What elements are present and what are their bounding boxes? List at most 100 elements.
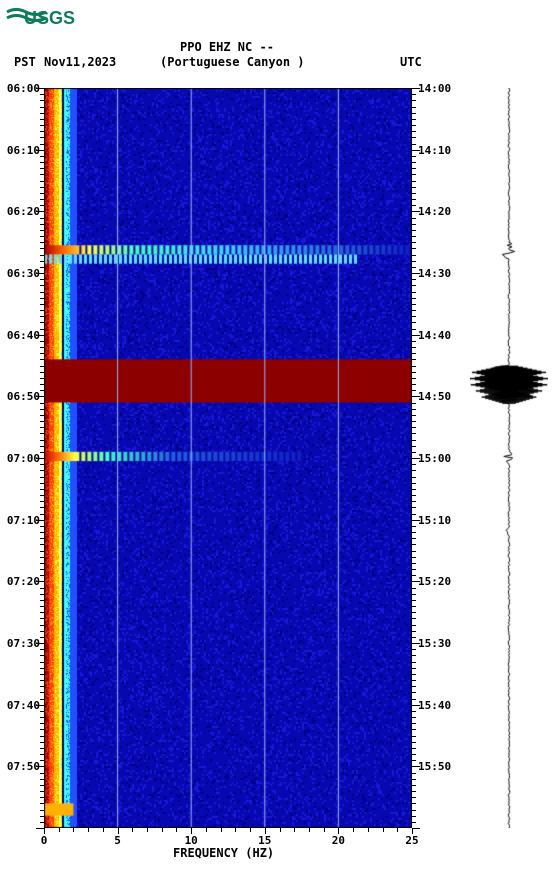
ytick-left: 07:50 <box>0 760 40 773</box>
ytick-mark <box>412 156 416 157</box>
ytick-mark <box>412 119 416 120</box>
ytick-mark <box>40 100 44 101</box>
ytick-mark <box>412 699 416 700</box>
ytick-mark <box>412 563 416 564</box>
ytick-mark <box>412 692 416 693</box>
ytick-mark <box>40 692 44 693</box>
ytick-mark <box>40 649 44 650</box>
ytick-mark <box>412 662 416 663</box>
ytick-mark <box>412 810 416 811</box>
ytick-mark <box>412 705 420 706</box>
xtick: 25 <box>402 834 422 847</box>
ytick-mark <box>36 396 44 397</box>
ytick-mark <box>412 760 416 761</box>
ytick-mark <box>412 329 416 330</box>
ytick-mark <box>40 199 44 200</box>
ytick-mark <box>412 174 416 175</box>
ytick-mark <box>40 600 44 601</box>
ytick-mark <box>412 483 416 484</box>
ytick-mark <box>36 520 44 521</box>
ytick-mark <box>40 427 44 428</box>
ytick-mark <box>412 433 416 434</box>
ytick-mark <box>412 631 416 632</box>
ytick-mark <box>40 569 44 570</box>
ytick-mark <box>40 810 44 811</box>
ytick-mark <box>412 390 416 391</box>
ytick-mark <box>36 335 44 336</box>
ytick-left: 06:20 <box>0 205 40 218</box>
ytick-mark <box>40 514 44 515</box>
ytick-mark <box>412 526 416 527</box>
ytick-mark <box>412 403 416 404</box>
ytick-mark <box>40 544 44 545</box>
ytick-mark <box>36 211 44 212</box>
ytick-left: 07:20 <box>0 575 40 588</box>
date-label: Nov11,2023 <box>44 55 116 69</box>
ytick-right: 14:20 <box>418 205 458 218</box>
ytick-mark <box>40 495 44 496</box>
ytick-mark <box>40 606 44 607</box>
ytick-mark <box>36 766 44 767</box>
ytick-mark <box>412 378 416 379</box>
ytick-mark <box>40 144 44 145</box>
xtick-minor <box>353 828 354 832</box>
ytick-mark <box>40 563 44 564</box>
ytick-mark <box>36 828 44 829</box>
xtick-minor <box>88 828 89 832</box>
xtick-minor <box>118 828 119 832</box>
ytick-mark <box>412 353 416 354</box>
ytick-mark <box>412 137 416 138</box>
ytick-mark <box>412 88 420 89</box>
ytick-mark <box>412 736 416 737</box>
ytick-mark <box>40 631 44 632</box>
ytick-mark <box>412 680 416 681</box>
ytick-mark <box>412 779 416 780</box>
ytick-mark <box>40 489 44 490</box>
ytick-mark <box>36 88 44 89</box>
xtick-minor <box>59 828 60 832</box>
ytick-mark <box>412 347 416 348</box>
xtick-minor <box>235 828 236 832</box>
ytick-mark <box>40 137 44 138</box>
right-tz-label: UTC <box>400 55 422 69</box>
ytick-mark <box>40 181 44 182</box>
ytick-mark <box>40 403 44 404</box>
ytick-mark <box>412 298 416 299</box>
ytick-mark <box>412 421 416 422</box>
left-tz-label: PST <box>14 55 36 69</box>
ytick-right: 15:10 <box>418 514 458 527</box>
ytick-mark <box>40 187 44 188</box>
xtick: 20 <box>328 834 348 847</box>
ytick-mark <box>412 211 420 212</box>
ytick-mark <box>412 711 416 712</box>
ytick-mark <box>412 396 420 397</box>
ytick-mark <box>412 828 420 829</box>
ytick-mark <box>412 612 416 613</box>
ytick-mark <box>412 322 416 323</box>
ytick-mark <box>412 625 416 626</box>
ytick-mark <box>412 427 416 428</box>
ytick-mark <box>40 816 44 817</box>
ytick-mark <box>40 779 44 780</box>
ytick-mark <box>40 174 44 175</box>
ytick-mark <box>412 113 416 114</box>
ytick-mark <box>40 261 44 262</box>
ytick-mark <box>40 668 44 669</box>
xtick-minor <box>265 828 266 832</box>
ytick-mark <box>412 304 416 305</box>
ytick-mark <box>412 514 416 515</box>
ytick-mark <box>40 742 44 743</box>
ytick-mark <box>412 742 416 743</box>
ytick-mark <box>412 637 416 638</box>
ytick-mark <box>40 224 44 225</box>
ytick-mark <box>412 440 416 441</box>
ytick-mark <box>40 477 44 478</box>
ytick-mark <box>40 248 44 249</box>
ytick-mark <box>412 606 416 607</box>
ytick-mark <box>412 674 416 675</box>
xtick-minor <box>176 828 177 832</box>
ytick-mark <box>412 162 416 163</box>
ytick-mark <box>412 267 416 268</box>
ytick-mark <box>412 532 416 533</box>
ytick-mark <box>412 359 416 360</box>
